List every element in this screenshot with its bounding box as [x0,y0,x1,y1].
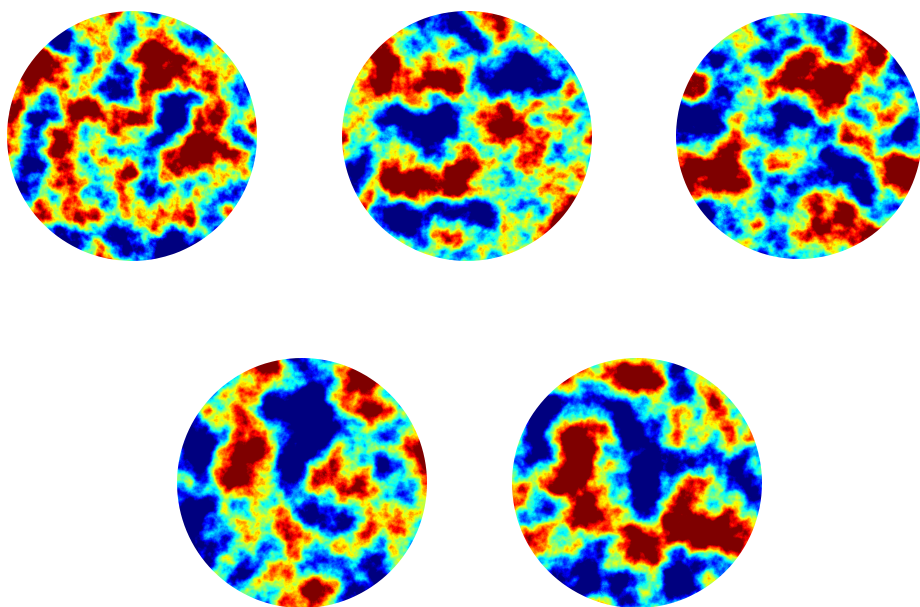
figure [0,0,920,607]
noise-disc [177,358,427,607]
page-body: (() => { const data = JSON.parse(documen… [0,0,920,607]
noise-field [342,11,592,261]
noise-disc [512,358,762,607]
page: Noise fields {} html, body { margin: 0; … [0,0,920,607]
noise-field [177,358,427,607]
noise-disc [342,11,592,261]
noise-field [7,11,257,261]
noise-field [512,358,762,607]
noise-disc [7,11,257,261]
noise-disc [676,13,920,259]
noise-field [676,13,920,259]
